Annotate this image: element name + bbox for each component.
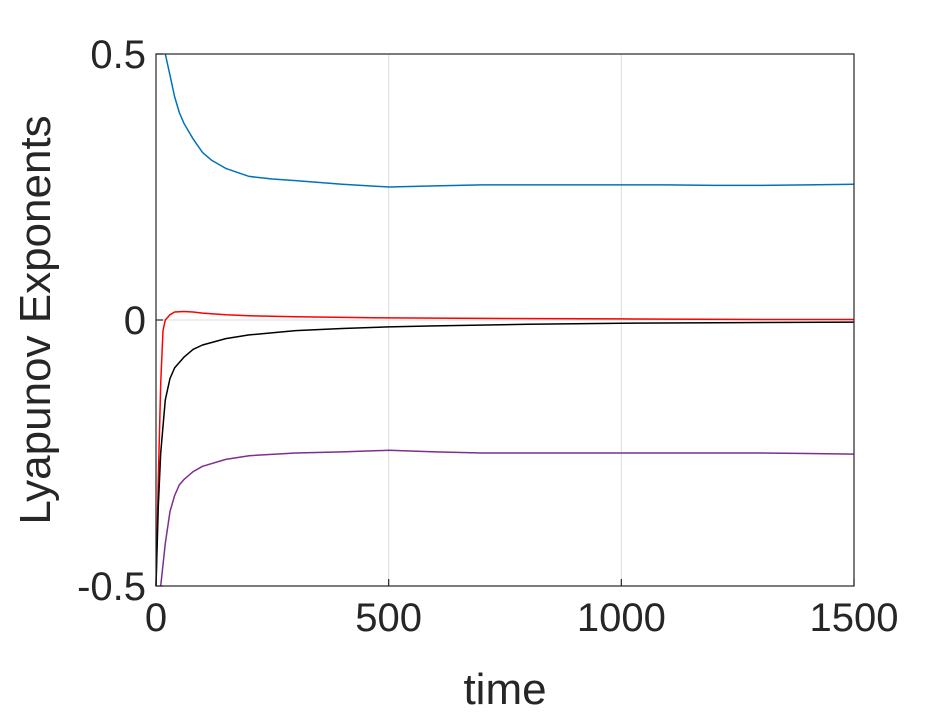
x-tick-label: 1500 bbox=[810, 596, 899, 640]
series-line-3 bbox=[155, 321, 855, 587]
x-ticks: 0 500 1000 1500 bbox=[145, 579, 899, 640]
x-axis-label: time bbox=[463, 665, 546, 714]
y-tick-label: -0.5 bbox=[77, 565, 146, 609]
x-tick-label: 500 bbox=[355, 596, 422, 640]
y-tick-label: 0 bbox=[124, 299, 146, 343]
y-axis-label: Lyapunov Exponents bbox=[11, 115, 60, 524]
x-tick-label: 1000 bbox=[577, 596, 666, 640]
x-tick-label: 0 bbox=[145, 596, 167, 640]
series-lines bbox=[155, 53, 855, 587]
series-line-1 bbox=[164, 53, 855, 188]
series-line-2 bbox=[155, 310, 854, 587]
y-tick-label: 0.5 bbox=[90, 33, 146, 77]
y-ticks: -0.5 0 0.5 bbox=[77, 33, 163, 609]
series-line-4 bbox=[159, 449, 855, 587]
